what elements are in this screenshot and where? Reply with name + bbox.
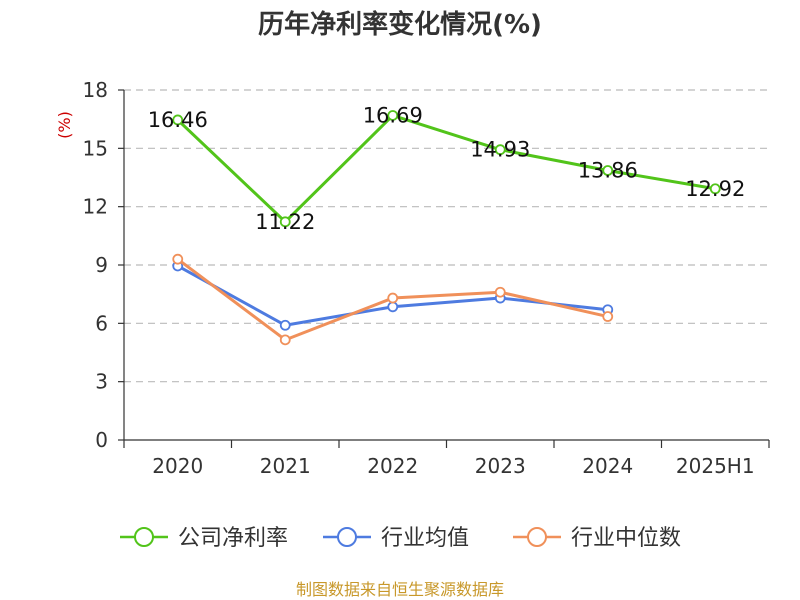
legend-marker bbox=[134, 527, 154, 547]
x-tick-label: 2024 bbox=[582, 454, 633, 478]
data-label: 14.93 bbox=[470, 138, 530, 162]
legend-marker bbox=[337, 527, 357, 547]
data-labels: 16.46 11.22 16.69 14.93 13.86 12.92 bbox=[148, 103, 746, 233]
chart-title: 历年净利率变化情况(%) bbox=[258, 10, 542, 40]
x-tick-label: 2023 bbox=[475, 454, 526, 478]
data-label: 13.86 bbox=[578, 159, 638, 183]
y-tick-label: 0 bbox=[95, 428, 108, 452]
data-label: 16.46 bbox=[148, 108, 208, 132]
data-point bbox=[494, 144, 506, 156]
legend-item: 行业中位数 bbox=[513, 526, 681, 551]
x-tick-label: 2022 bbox=[367, 454, 418, 478]
data-point bbox=[602, 311, 614, 322]
x-tick-label: 2021 bbox=[260, 454, 311, 478]
y-tick-label: 3 bbox=[95, 370, 108, 394]
data-point bbox=[279, 216, 291, 228]
legend-item: 行业均值 bbox=[323, 526, 469, 551]
y-tick-label: 15 bbox=[83, 136, 108, 160]
legend-item: 公司净利率 bbox=[120, 526, 288, 551]
y-tick-label: 9 bbox=[95, 253, 108, 277]
data-point bbox=[387, 292, 399, 304]
legend-label: 行业均值 bbox=[381, 526, 469, 551]
series bbox=[172, 110, 721, 346]
data-point bbox=[387, 301, 399, 313]
data-point bbox=[279, 319, 291, 331]
series-line bbox=[176, 113, 716, 224]
data-point bbox=[602, 165, 614, 176]
data-label: 12.92 bbox=[685, 177, 745, 201]
data-point bbox=[279, 334, 291, 346]
axes: 0 3 6 9 12 15 18 2020 2021 2022 2023 2024 2025H1 (%) bbox=[55, 78, 770, 478]
x-tick-label: 2020 bbox=[152, 454, 203, 478]
y-axis-unit: (%) bbox=[55, 111, 74, 139]
data-point bbox=[172, 253, 184, 265]
data-label: 16.69 bbox=[363, 103, 423, 127]
data-point bbox=[494, 286, 506, 298]
data-label: 11.22 bbox=[255, 210, 315, 234]
x-tick-label: 2025H1 bbox=[676, 454, 755, 478]
legend-marker bbox=[527, 527, 547, 547]
y-tick-label: 12 bbox=[83, 195, 108, 219]
y-tick-label: 6 bbox=[95, 311, 108, 335]
legend: 公司净利率 行业均值 行业中位数 bbox=[120, 526, 681, 551]
y-tick-label: 18 bbox=[83, 78, 108, 102]
data-point bbox=[172, 114, 184, 126]
footer-source-note: 制图数据来自恒生聚源数据库 bbox=[295, 580, 504, 599]
legend-label: 公司净利率 bbox=[178, 526, 288, 551]
legend-label: 行业中位数 bbox=[571, 526, 681, 551]
data-point bbox=[387, 110, 399, 121]
data-point bbox=[709, 183, 721, 195]
